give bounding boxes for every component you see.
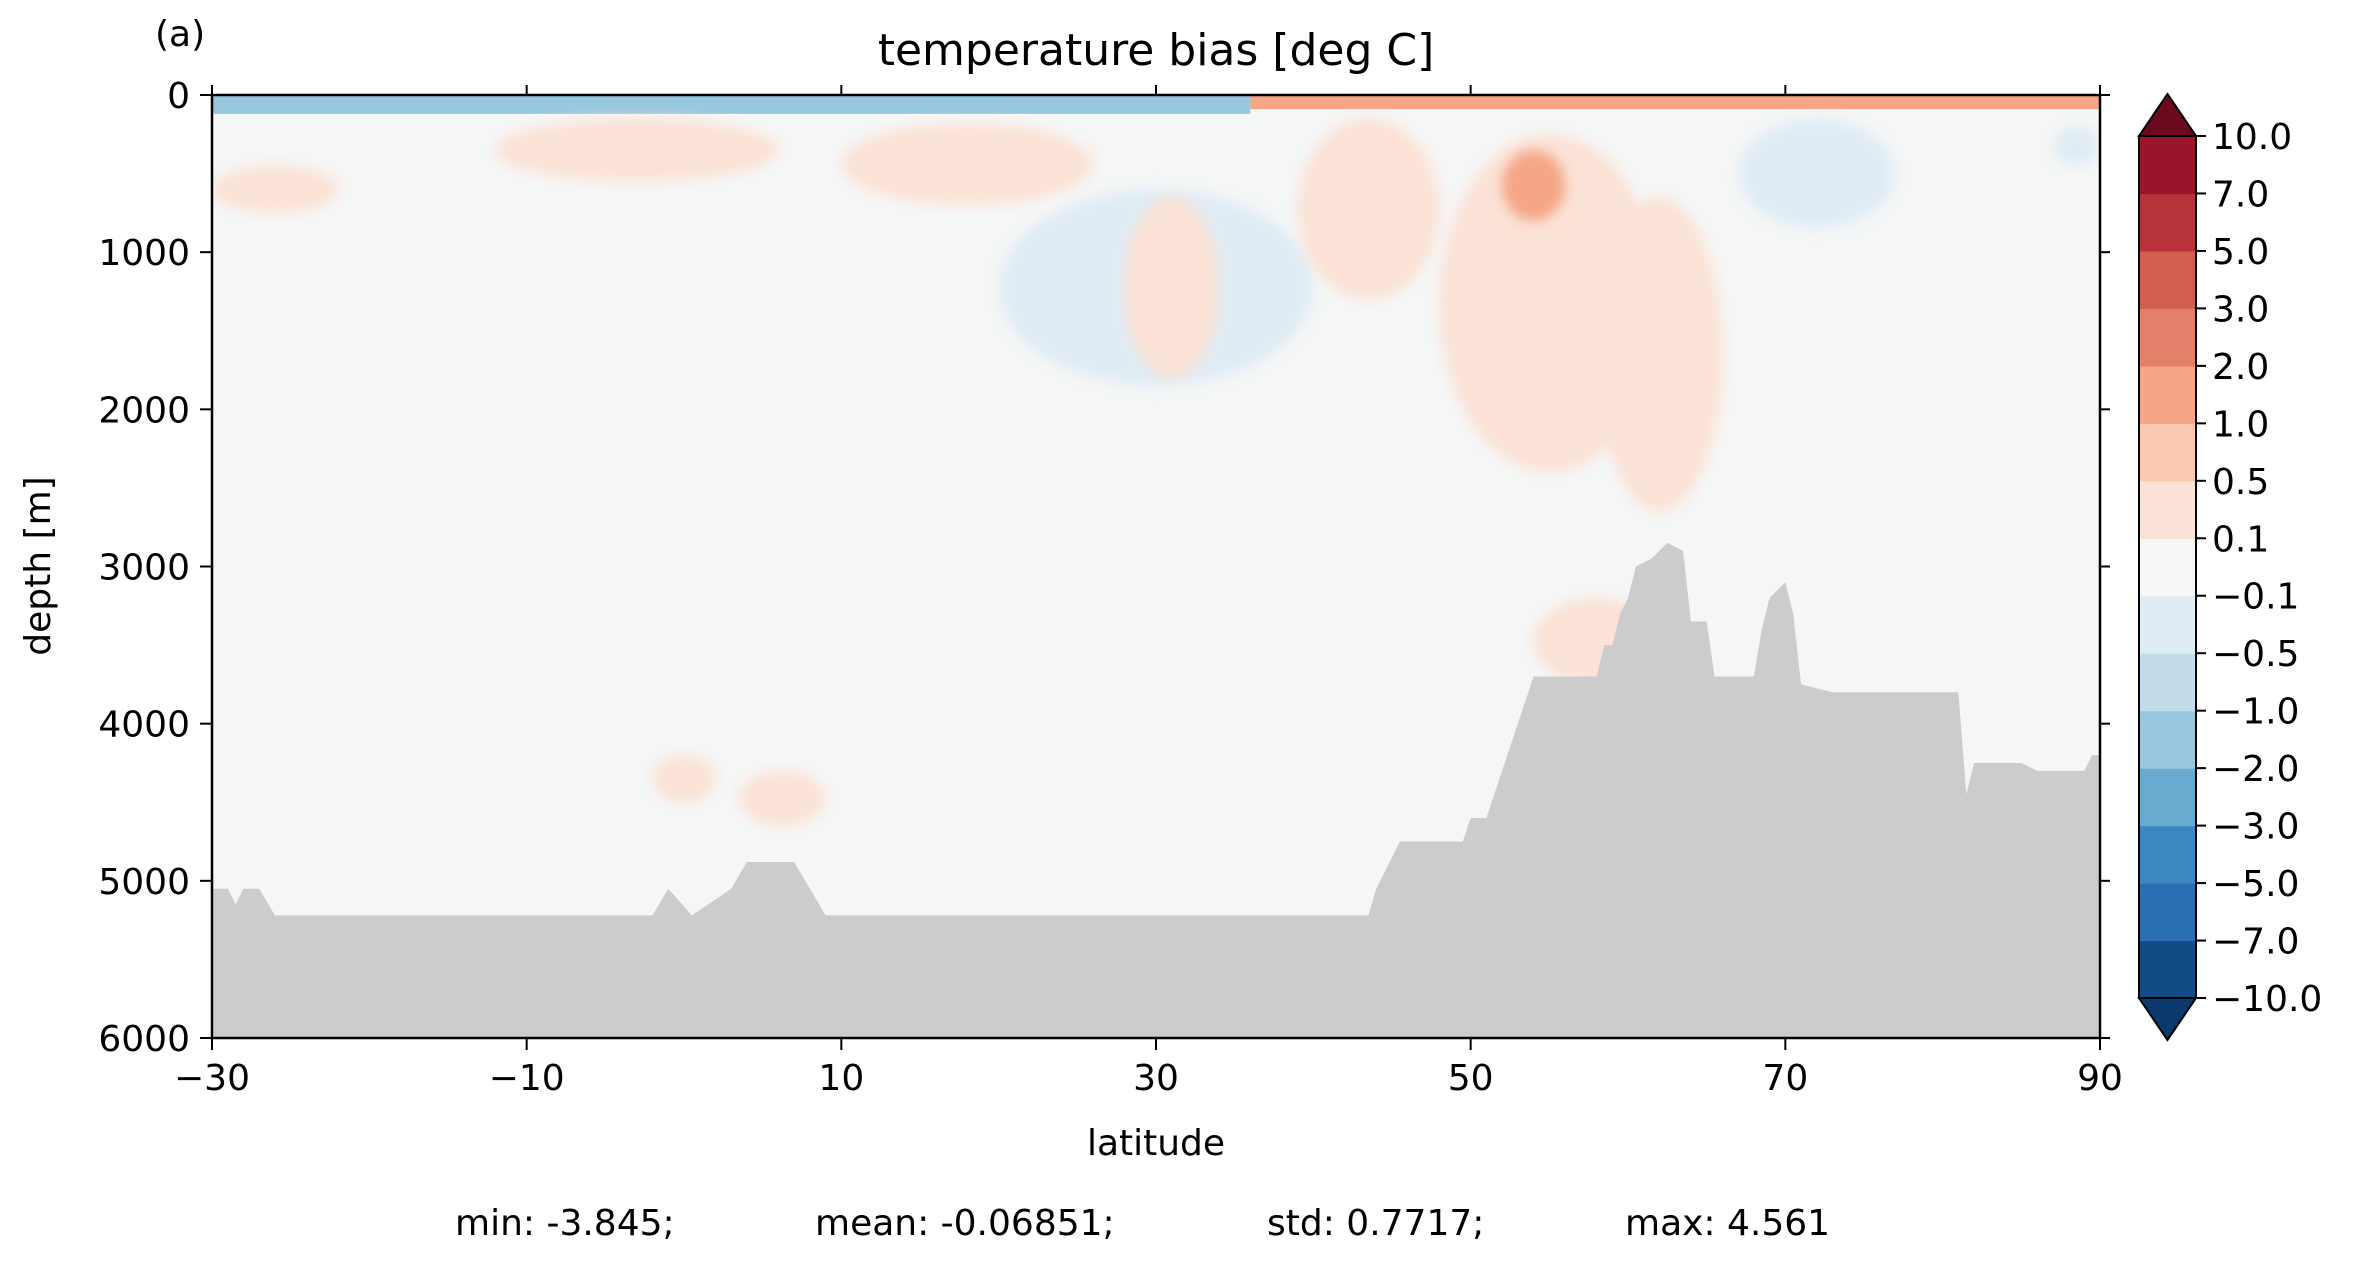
bias-anomaly-region — [1124, 197, 1219, 378]
plot-area — [212, 95, 2100, 1038]
colorbar-tick-label: −3.0 — [2212, 807, 2299, 848]
bias-anomaly-region — [1596, 197, 1723, 512]
colorbar-tick-label: 10.0 — [2212, 117, 2292, 158]
colorbar-segment — [2139, 480, 2196, 539]
x-axis: −30 −10 10 30 50 70 90 — [174, 85, 2123, 1099]
y-tick-label: 5000 — [98, 862, 190, 903]
colorbar-segment — [2139, 710, 2196, 769]
colorbar-segment — [2139, 365, 2196, 424]
x-tick-label: 90 — [2077, 1058, 2123, 1099]
colorbar-segment — [2139, 653, 2196, 712]
bias-field — [212, 95, 2100, 826]
colorbar-tick-label: −0.1 — [2212, 577, 2299, 618]
bias-anomaly-region — [739, 770, 826, 826]
x-axis-label: latitude — [1087, 1123, 1225, 1164]
colorbar-segment — [2139, 595, 2196, 654]
colorbar-segment — [2139, 538, 2196, 597]
chart-title: temperature bias [deg C] — [878, 25, 1435, 76]
bias-anomaly-region — [495, 118, 779, 182]
x-tick-label: 30 — [1133, 1058, 1179, 1099]
stat-std: std: 0.7717; — [1267, 1203, 1484, 1244]
stat-min: min: -3.845; — [455, 1203, 675, 1244]
y-tick-label: 3000 — [98, 548, 190, 589]
colorbar-tick-label: 1.0 — [2212, 404, 2269, 445]
bias-anomaly-region — [652, 755, 716, 803]
colorbar-tick-label: −0.5 — [2212, 634, 2299, 675]
colorbar-tick-label: −2.0 — [2212, 749, 2299, 790]
x-tick-label: −10 — [489, 1058, 565, 1099]
panel-label: (a) — [155, 14, 205, 55]
colorbar-tick-label: 7.0 — [2212, 174, 2269, 215]
colorbar: −10.0 −7.0 −5.0 −3.0 −2.0 −1.0 −0.5 −0.1 0.1 0.5 1… — [2137, 92, 2322, 1042]
colorbar-tick-label: 0.5 — [2212, 462, 2269, 503]
colorbar-segment — [2139, 423, 2196, 482]
y-axis: 0 1000 2000 3000 4000 5000 6000 — [98, 76, 2110, 1060]
bias-anomaly-region — [2052, 126, 2100, 166]
y-tick-label: 4000 — [98, 705, 190, 746]
bias-anomaly-region — [1502, 150, 1566, 221]
colorbar-tick-label: 5.0 — [2212, 232, 2269, 273]
x-tick-label: 50 — [1448, 1058, 1494, 1099]
y-axis-label: depth [m] — [18, 476, 59, 655]
colorbar-segment — [2139, 883, 2196, 942]
bias-anomaly-region — [841, 123, 1094, 206]
colorbar-tick-label: 2.0 — [2212, 347, 2269, 388]
colorbar-segment — [2139, 193, 2196, 252]
y-tick-label: 0 — [167, 76, 190, 117]
colorbar-min-extension — [2137, 997, 2198, 1042]
colorbar-segment — [2139, 136, 2196, 195]
colorbar-tick-label: −7.0 — [2212, 922, 2299, 963]
surface-bias-band — [1250, 95, 2100, 110]
bias-anomaly-region — [1297, 118, 1440, 300]
y-tick-label: 2000 — [98, 390, 190, 431]
statistics-line: min: -3.845; mean: -0.06851; std: 0.7717… — [455, 1203, 1830, 1244]
x-tick-label: 10 — [818, 1058, 864, 1099]
colorbar-segment — [2139, 940, 2196, 999]
colorbar-tick-label: −5.0 — [2212, 864, 2299, 905]
colorbar-tick-label: 3.0 — [2212, 289, 2269, 330]
colorbar-segment — [2139, 768, 2196, 827]
stat-mean: mean: -0.06851; — [815, 1203, 1115, 1244]
colorbar-frame — [2138, 135, 2197, 999]
colorbar-tick-label: 0.1 — [2212, 519, 2269, 560]
surface-bias-band — [212, 95, 1251, 114]
colorbar-segment — [2139, 308, 2196, 367]
colorbar-tick-label: −1.0 — [2212, 692, 2299, 733]
x-tick-label: 70 — [1762, 1058, 1808, 1099]
colorbar-max-extension — [2137, 92, 2198, 137]
colorbar-segment — [2139, 250, 2196, 309]
colorbar-tick-label: −10.0 — [2212, 979, 2322, 1020]
bias-anomaly-region — [1738, 118, 1896, 229]
bias-anomaly-region — [212, 165, 338, 213]
colorbar-segment — [2139, 825, 2196, 884]
y-tick-label: 1000 — [98, 233, 190, 274]
bathymetry-land — [212, 542, 2100, 1038]
stat-max: max: 4.561 — [1625, 1203, 1830, 1244]
x-tick-label: −30 — [174, 1058, 250, 1099]
y-tick-label: 6000 — [98, 1019, 190, 1060]
